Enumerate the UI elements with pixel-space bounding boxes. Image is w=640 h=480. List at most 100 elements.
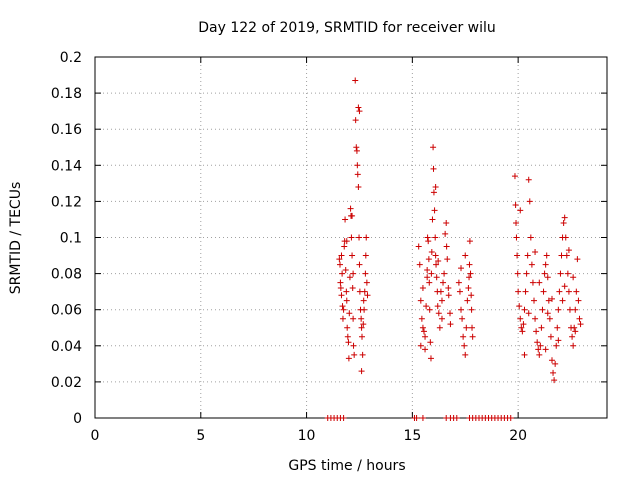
zero-point [340,415,347,421]
data-point [552,360,559,367]
data-point [517,315,524,322]
data-point [359,333,366,340]
data-point [560,220,567,227]
data-point [430,144,437,151]
data-point [466,274,473,281]
data-point [342,216,349,223]
data-point [562,234,569,241]
data-point [521,306,528,313]
data-point [575,297,582,304]
data-point [355,183,362,190]
data-point [458,306,465,313]
y-tick-label: 0.06 [51,303,82,319]
y-tick-label: 0.04 [51,339,82,355]
data-point [336,261,343,268]
data-point [525,176,532,183]
y-tick-label: 0.18 [51,86,82,102]
x-tick-label: 10 [298,428,316,444]
data-point [358,368,365,375]
data-point [416,261,423,268]
data-point [576,315,583,322]
data-point [432,252,439,259]
data-point [353,147,360,154]
data-point [343,297,350,304]
data-point [462,351,469,358]
data-point [418,315,425,322]
data-point [527,234,534,241]
data-point [463,324,470,331]
data-point [456,288,463,295]
data-point [338,252,345,259]
data-point [517,207,524,214]
data-point [447,310,454,317]
data-point [352,77,359,84]
data-point [574,256,581,263]
data-point [444,256,451,263]
data-point [443,220,450,227]
y-tick-label: 0.12 [51,194,82,210]
data-point [422,333,429,340]
data-point [520,321,527,328]
data-point [354,162,361,169]
data-point [565,288,572,295]
data-point [561,214,568,221]
data-point [555,306,562,313]
data-point [518,324,525,331]
data-point [432,183,439,190]
data-point [359,351,366,358]
data-point [435,310,442,317]
data-point [419,285,426,292]
data-point [424,234,431,241]
data-point [430,165,437,172]
data-point [468,306,475,313]
data-point [565,247,572,254]
data-point [577,321,584,328]
data-point [441,270,448,277]
zero-point [453,415,460,421]
data-point [437,288,444,295]
data-point [445,285,452,292]
data-point [445,292,452,299]
data-point [438,297,445,304]
data-point [540,288,547,295]
data-point [433,261,440,268]
data-point [349,252,356,259]
data-point [514,270,521,277]
data-point [533,328,540,335]
data-point [468,292,475,299]
data-point [358,324,365,331]
y-tick-label: 0.16 [51,122,82,138]
data-point [469,324,476,331]
data-point [361,306,368,313]
data-point [428,248,435,255]
data-point [354,171,361,178]
data-point [440,279,447,286]
data-point [459,315,466,322]
data-point [350,270,357,277]
data-point [554,324,561,331]
data-point [356,261,363,268]
data-point [341,243,348,250]
data-point [336,256,343,263]
data-point [433,274,440,281]
data-point [419,324,426,331]
data-point [428,270,435,277]
data-point [425,238,432,245]
data-point [355,104,362,111]
data-point [570,342,577,349]
data-point [426,306,433,313]
data-point [536,279,543,286]
data-point [345,355,352,362]
data-point [513,234,520,241]
data-point [561,283,568,290]
data-point [556,288,563,295]
data-point [362,270,369,277]
zero-point [507,415,514,421]
zero-point [419,415,426,421]
data-point [345,339,352,346]
data-point [360,297,367,304]
ticks: 0 5 10 15 20 0 0.02 0.04 0.06 0.08 0.1 0.12 0.14 0.16… [51,50,607,444]
x-tick-label: 0 [91,428,100,444]
data-point [522,288,529,295]
